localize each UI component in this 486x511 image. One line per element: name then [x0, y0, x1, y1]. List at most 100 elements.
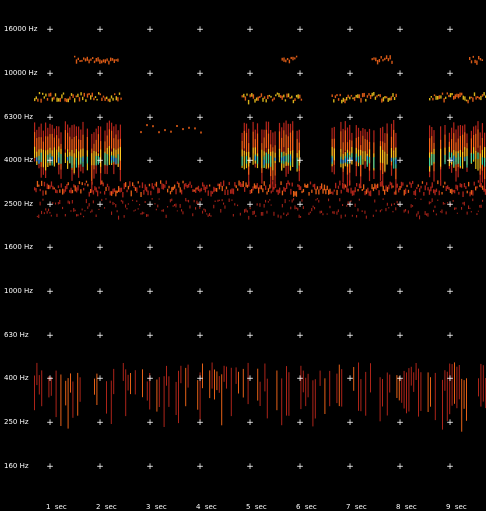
song-harmonic-high — [95, 58, 97, 62]
song-syllable-peak — [113, 157, 115, 162]
grid-marker: + — [346, 462, 354, 472]
noise-band — [120, 199, 122, 202]
noise-band — [379, 209, 381, 213]
noise-band — [91, 209, 93, 213]
noise-band — [332, 211, 334, 214]
grid-marker: + — [346, 156, 354, 166]
noise-band — [116, 210, 118, 213]
noise-band — [113, 188, 116, 193]
song-harmonic-mid — [46, 98, 49, 101]
noise-band — [133, 210, 135, 212]
time-label: 1 sec — [46, 503, 67, 511]
song-harmonic-mid — [376, 95, 378, 98]
song-syllable — [364, 139, 366, 161]
low-frequency-rumble — [353, 367, 355, 391]
song-syllable — [340, 131, 342, 152]
song-harmonic-high — [93, 60, 96, 64]
noise-band — [217, 199, 219, 202]
noise-band — [286, 183, 288, 189]
noise-band — [266, 191, 268, 195]
song-harmonic-mid — [91, 92, 93, 97]
noise-band — [192, 213, 194, 217]
song-syllable — [289, 132, 292, 152]
song-residual — [194, 127, 196, 130]
noise-band — [109, 200, 111, 204]
song-syllable-peak — [346, 157, 349, 162]
noise-band — [38, 184, 40, 187]
noise-band — [434, 189, 436, 196]
noise-band — [297, 184, 299, 187]
song-syllable — [390, 148, 393, 163]
noise-band — [95, 214, 97, 217]
noise-band — [266, 210, 268, 214]
noise-band — [220, 181, 222, 187]
song-harmonic-high — [292, 56, 294, 61]
song-harmonic-mid — [88, 93, 90, 96]
song-syllable-peak — [283, 156, 285, 161]
song-harmonic-mid — [270, 95, 272, 98]
song-harmonic-mid — [483, 92, 485, 96]
noise-band — [255, 215, 257, 217]
song-harmonic-mid — [371, 92, 373, 97]
low-frequency-rumble — [324, 378, 326, 414]
song-syllable — [256, 133, 259, 157]
noise-band — [319, 186, 321, 190]
noise-band — [269, 199, 271, 201]
song-syllable — [344, 130, 346, 151]
noise-band — [119, 187, 121, 193]
song-syllable-peak — [457, 153, 459, 164]
noise-band — [221, 199, 223, 202]
song-syllable-peak — [241, 156, 243, 166]
low-frequency-rumble — [235, 367, 237, 384]
noise-band — [276, 189, 278, 193]
song-syllable — [382, 149, 384, 164]
noise-band — [175, 188, 177, 195]
song-harmonic-mid — [349, 96, 351, 100]
low-frequency-rumble — [302, 370, 304, 393]
song-syllable — [475, 151, 477, 169]
song-syllable — [252, 131, 254, 154]
noise-band — [231, 199, 233, 201]
noise-band — [378, 190, 380, 196]
noise-band — [106, 183, 109, 187]
noise-band — [256, 203, 258, 206]
low-frequency-rumble — [238, 371, 239, 394]
song-syllable — [362, 135, 364, 153]
song-syllable-peak — [355, 157, 357, 162]
grid-marker: + — [96, 69, 104, 79]
grid-marker: + — [246, 418, 254, 428]
noise-band — [325, 189, 327, 195]
noise-band — [221, 185, 223, 192]
noise-band — [203, 208, 205, 211]
noise-band — [153, 186, 155, 190]
noise-band — [388, 207, 390, 209]
noise-band — [434, 205, 436, 208]
song-syllable — [111, 130, 113, 149]
noise-band — [118, 186, 120, 192]
song-harmonic-mid — [374, 96, 377, 100]
song-syllable-peak — [95, 155, 97, 166]
song-harmonic-mid — [252, 94, 255, 99]
grid-marker: + — [396, 462, 404, 472]
noise-band — [162, 183, 165, 190]
low-frequency-rumble — [413, 372, 415, 392]
noise-band — [409, 181, 411, 185]
song-harmonic-mid — [462, 95, 464, 100]
song-syllable-peak — [254, 156, 256, 160]
noise-band — [447, 202, 449, 204]
low-frequency-rumble — [146, 381, 148, 401]
noise-band — [273, 186, 275, 190]
song-harmonic-mid — [432, 97, 434, 101]
noise-band — [181, 189, 183, 195]
grid-marker: + — [196, 418, 204, 428]
noise-band — [71, 200, 73, 204]
noise-band — [290, 188, 292, 195]
song-syllable — [119, 147, 121, 161]
low-frequency-rumble — [396, 375, 398, 398]
song-harmonic-high — [391, 60, 393, 64]
grid-marker: + — [196, 331, 204, 341]
noise-band — [252, 186, 254, 191]
noise-band — [74, 209, 76, 212]
low-frequency-rumble — [149, 373, 151, 410]
song-harmonic-mid — [377, 94, 380, 96]
